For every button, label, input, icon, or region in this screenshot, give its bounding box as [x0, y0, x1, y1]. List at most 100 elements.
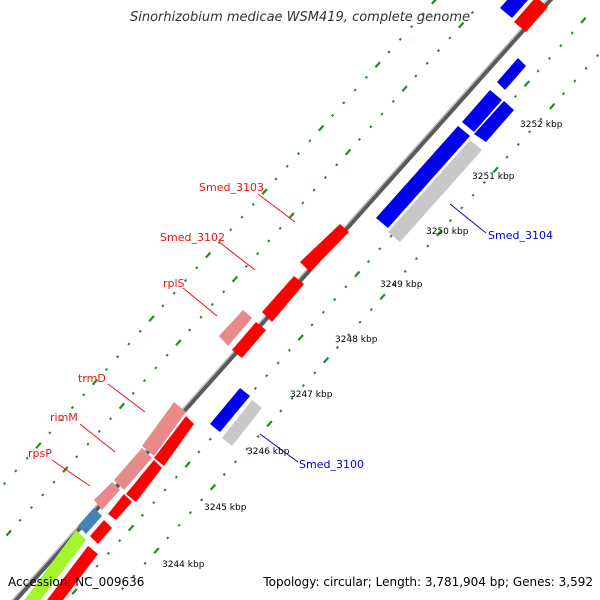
tick-dot — [161, 304, 165, 308]
tick-dot — [357, 137, 361, 141]
tick-dot — [35, 442, 42, 449]
forward-gene-arrow[interactable] — [142, 402, 186, 456]
tick-dot — [460, 206, 464, 210]
tick-dot — [536, 69, 540, 73]
forward-gene-arrow[interactable] — [154, 416, 194, 466]
tick-dot — [209, 483, 217, 491]
tick-dot — [165, 353, 169, 357]
tick-dot — [251, 202, 255, 206]
tick-dot — [70, 405, 74, 410]
tick-dot — [425, 61, 429, 65]
tick-dot — [210, 302, 214, 307]
forward-gene-arrow[interactable] — [262, 276, 304, 322]
tick-dot — [312, 188, 316, 192]
leader-smed-3103 — [257, 193, 296, 223]
tick-dot — [245, 447, 249, 451]
leader-smed-3104 — [449, 203, 487, 234]
reverse-gene-arrow[interactable] — [462, 90, 502, 132]
tick-dot — [335, 163, 339, 167]
lime-gene[interactable] — [20, 530, 86, 600]
tick-dot — [287, 348, 291, 352]
tick-dot — [539, 117, 543, 121]
tick-dot — [140, 513, 144, 517]
tick-dot — [229, 228, 233, 232]
tick-dot — [138, 329, 142, 333]
tick-dot — [75, 455, 79, 459]
tick-dot — [379, 293, 386, 301]
tick-dot — [389, 234, 393, 238]
leader-smed-3100 — [259, 433, 299, 463]
tick-dot — [279, 409, 283, 413]
reverse-gene-arrow[interactable] — [474, 101, 514, 142]
gene-label-rimm[interactable]: rimM — [50, 411, 78, 424]
tick-dot — [559, 44, 563, 48]
tick-dot — [358, 320, 362, 324]
forward-gene-arrow[interactable] — [219, 310, 252, 346]
tick-dot — [573, 79, 577, 83]
tick-dot — [71, 588, 78, 595]
tick-dot — [106, 551, 110, 555]
tick-dot — [52, 480, 56, 484]
tick-dot — [457, 21, 465, 29]
gene-label-smed-3104[interactable]: Smed_3104 — [488, 229, 553, 242]
reverse-gene-arrow[interactable] — [376, 126, 470, 228]
tick-dot — [127, 524, 135, 532]
forward-gene-arrow[interactable] — [90, 520, 112, 544]
tick-dot — [380, 112, 384, 116]
tick-dot — [296, 152, 301, 156]
tick-dot — [148, 315, 155, 322]
tick-dot — [321, 310, 325, 314]
tick-dot — [175, 339, 182, 346]
forward-gene-arrow[interactable] — [232, 322, 266, 358]
tick-dot — [403, 269, 407, 273]
gene-label-rpls[interactable]: rplS — [163, 277, 185, 290]
tick-label-3244: 3244 kbp — [162, 560, 205, 570]
tick-dot — [256, 434, 260, 438]
steelblue-gene[interactable] — [78, 508, 102, 534]
gene-label-rpsp[interactable]: rpsP — [28, 447, 52, 460]
tick-dot — [414, 74, 418, 78]
genome-title: Sinorhizobium medicae WSM419, complete g… — [129, 10, 471, 25]
tick-dot — [513, 94, 518, 98]
pseudo-gene[interactable] — [388, 140, 482, 242]
forward-gene-arrow[interactable] — [514, 0, 548, 32]
tick-label-3245: 3245 kbp — [204, 503, 247, 513]
tick-dot — [199, 315, 203, 319]
forward-gene-arrow[interactable] — [126, 460, 162, 502]
tick-dot — [222, 472, 226, 477]
gene-label-trmd[interactable]: trmD — [78, 372, 106, 385]
tick-dot — [448, 219, 452, 223]
tick-dot — [374, 61, 381, 69]
reverse-gene-arrow[interactable] — [500, 0, 528, 18]
forward-gene-arrow[interactable] — [44, 546, 98, 600]
gene-label-smed-3100[interactable]: Smed_3100 — [299, 458, 364, 471]
tick-dot — [14, 469, 18, 473]
tick-dot — [297, 334, 304, 341]
forward-gene-arrow[interactable] — [114, 448, 152, 490]
gene-label-smed-3102[interactable]: Smed_3102 — [160, 231, 225, 244]
tick-dot — [392, 282, 396, 286]
tick-dot — [265, 374, 269, 378]
tick-dot — [244, 264, 248, 268]
forward-gene-arrow[interactable] — [300, 224, 349, 272]
reverse-gene-arrow[interactable] — [497, 58, 526, 90]
tick-dot — [347, 333, 351, 337]
gene-track — [20, 0, 548, 600]
leader-trmd — [107, 383, 146, 413]
tick-dot — [410, 25, 414, 29]
leader-rpls — [182, 287, 218, 317]
tick-dot — [25, 456, 29, 460]
tick-dot — [580, 16, 587, 24]
tick-dot — [378, 247, 382, 251]
reverse-gene-arrow[interactable] — [210, 388, 250, 432]
forward-gene-arrow[interactable] — [94, 482, 120, 510]
tick-dot — [317, 124, 325, 132]
tick-label-3251: 3251 kbp — [472, 172, 515, 182]
pseudo-gene[interactable] — [222, 400, 262, 446]
gene-label-smed-3103[interactable]: Smed_3103 — [199, 181, 264, 194]
tick-dot — [197, 450, 201, 454]
tick-dot — [240, 215, 244, 219]
forward-gene-arrow[interactable] — [108, 494, 132, 520]
tick-dot — [421, 12, 425, 16]
